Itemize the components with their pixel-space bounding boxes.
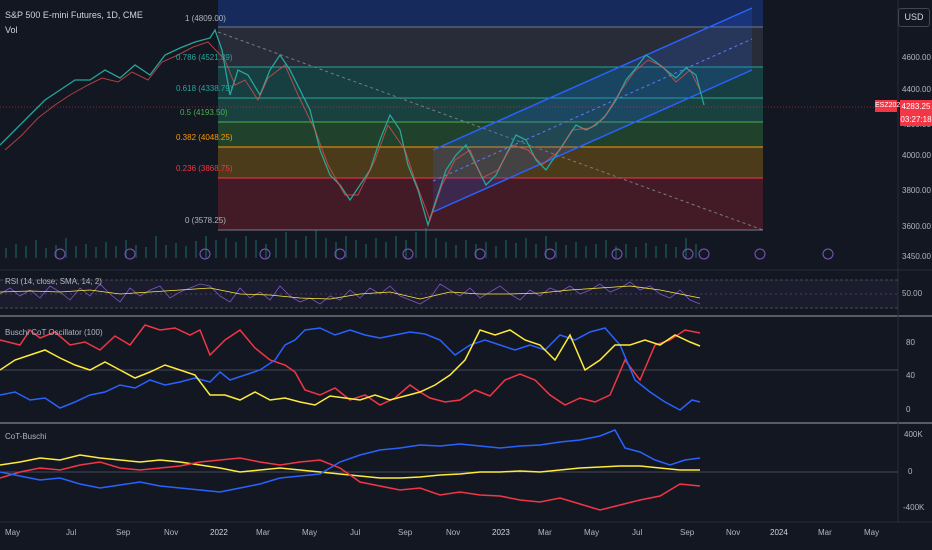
rsi-title[interactable]: RSI (14, close, SMA, 14, 2)	[5, 277, 102, 286]
price-axis-label: 4600.00	[902, 53, 931, 62]
time-axis-label: May	[302, 528, 318, 537]
time-axis-label: Mar	[256, 528, 270, 537]
time-axis-label: Mar	[538, 528, 552, 537]
time-axis-label: Jul	[632, 528, 643, 537]
symbol-price-tag: ESZ2023	[875, 100, 904, 112]
time-axis-label: May	[5, 528, 21, 537]
currency-button[interactable]: USD	[898, 8, 930, 27]
volume-bars	[5, 228, 697, 258]
fib-label-0236: 0.236 (3868.75)	[176, 164, 233, 173]
cot-buschi-pane[interactable]	[0, 429, 898, 511]
price-axis-label: 4000.00	[902, 151, 931, 160]
fib-label-1: 1 (4809.00)	[185, 14, 226, 23]
price-axis-label: 3450.00	[902, 252, 931, 261]
price-axis-label: 3800.00	[902, 186, 931, 195]
price-axis-label: 4400.00	[902, 85, 931, 94]
fib-label-0: 0 (3578.25)	[185, 216, 226, 225]
last-price: 4283.25	[901, 102, 931, 111]
time-axis-label: 2023	[492, 528, 510, 537]
volume-label[interactable]: Vol	[5, 25, 18, 35]
rsi-pane[interactable]	[0, 279, 898, 309]
cot-oscillator-pane[interactable]	[0, 324, 898, 411]
bar-countdown: 03:27:18	[900, 115, 932, 124]
cot-osc-axis-label: 80	[906, 338, 915, 347]
fib-label-0618: 0.618 (4338.79)	[176, 84, 233, 93]
time-axis-label: Sep	[398, 528, 413, 537]
time-axis-label: Mar	[818, 528, 832, 537]
time-axis-label: Jul	[66, 528, 77, 537]
cot-osc-axis-label: 0	[906, 405, 911, 414]
price-candles	[0, 28, 898, 228]
time-axis-label: Sep	[116, 528, 131, 537]
parallel-channel[interactable]	[432, 7, 753, 213]
fib-retracement[interactable]	[217, 0, 764, 231]
time-axis-label: Nov	[164, 528, 179, 537]
cot-oscillator-title[interactable]: Buschi CoT Oscillator (100)	[5, 328, 103, 337]
time-axis-label: Nov	[726, 528, 741, 537]
event-markers	[54, 248, 834, 260]
price-axis-label: 3600.00	[902, 222, 931, 231]
symbol-header[interactable]: S&P 500 E-mini Futures, 1D, CME	[5, 10, 143, 20]
fib-label-0786: 0.786 (4521.39)	[176, 53, 233, 62]
fib-label-0382: 0.382 (4048.25)	[176, 133, 233, 142]
cot-osc-axis-label: 40	[906, 371, 915, 380]
time-axis-label: Jul	[350, 528, 361, 537]
time-axis-label: 2022	[210, 528, 228, 537]
rsi-axis-label: 50.00	[902, 289, 923, 298]
time-axis-label: 2024	[770, 528, 788, 537]
time-axis-label: May	[864, 528, 880, 537]
time-axis-label: Nov	[446, 528, 461, 537]
time-axis-label: May	[584, 528, 600, 537]
cot-buschi-axis-label: 400K	[904, 430, 923, 439]
cot-buschi-title[interactable]: CoT-Buschi	[5, 432, 47, 441]
fib-label-05: 0.5 (4193.50)	[180, 108, 228, 117]
time-axis-label: Sep	[680, 528, 695, 537]
cot-buschi-axis-label: -400K	[903, 503, 925, 512]
cot-buschi-axis-label: 0	[908, 467, 913, 476]
last-price-box: 4283.25 03:27:18	[900, 100, 932, 126]
